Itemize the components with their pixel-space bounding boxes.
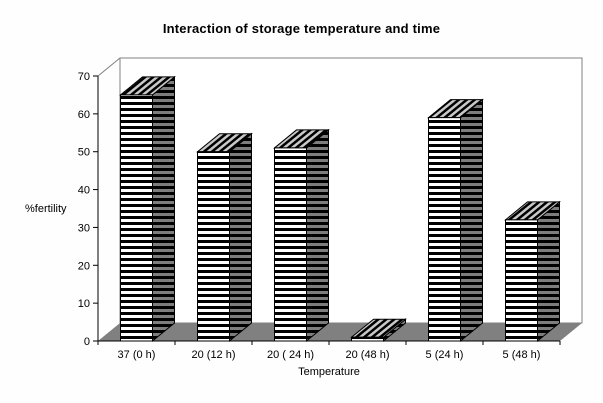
x-axis-title: Temperature xyxy=(298,366,360,378)
y-tick-label: 70 xyxy=(78,71,90,83)
y-tick-label: 10 xyxy=(78,298,90,310)
bar-front-face xyxy=(505,219,538,342)
bar-front-face xyxy=(274,147,307,342)
bar-side-face xyxy=(152,75,175,343)
chart-title: Interaction of storage temperature and t… xyxy=(162,21,441,36)
bar-front-face xyxy=(120,94,153,342)
x-tick-label: 5 (24 h) xyxy=(426,349,464,361)
y-tick-label: 20 xyxy=(78,260,90,272)
y-tick-label: 0 xyxy=(84,336,90,348)
x-tick-label: 20 (48 h) xyxy=(345,349,389,361)
x-tick-label: 5 (48 h) xyxy=(503,349,541,361)
y-tick-label: 30 xyxy=(78,222,90,234)
bar-front-face xyxy=(197,151,230,342)
y-tick-label: 40 xyxy=(78,185,90,197)
y-tick-label: 50 xyxy=(78,147,90,159)
x-tick-label: 37 (0 h) xyxy=(118,349,156,361)
bar-front-face xyxy=(428,117,461,342)
y-tick-label: 60 xyxy=(78,109,90,121)
y-axis-title: %fertility xyxy=(25,203,67,215)
bar-side-face xyxy=(537,200,560,343)
bar-front-face xyxy=(351,336,384,342)
depth-edge xyxy=(97,57,121,77)
x-tick-label: 20 ( 24 h) xyxy=(267,349,314,361)
bar-side-face xyxy=(229,132,252,343)
bar-side-face xyxy=(460,98,483,343)
x-tick-label: 20 (12 h) xyxy=(191,349,235,361)
bar-side-face xyxy=(306,128,329,343)
